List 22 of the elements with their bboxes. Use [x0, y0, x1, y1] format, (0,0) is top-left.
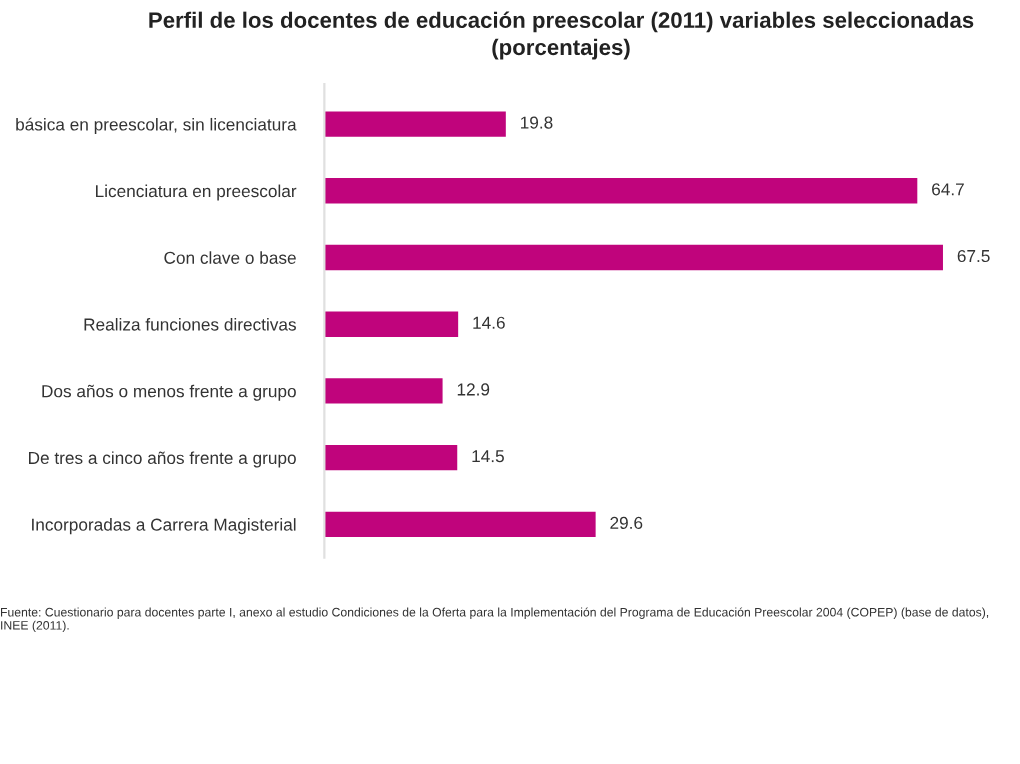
y-tick-label: Incorporadas a Carrera Magisterial [32, 518, 296, 535]
data-label: 19.8 [521, 116, 553, 129]
bar [324, 511, 596, 538]
bar [324, 378, 443, 404]
y-tick-label: Con clave o base [164, 251, 296, 264]
y-tick-label: Dos años o menos frente a grupo [42, 384, 296, 401]
bar [324, 178, 918, 204]
bar [324, 444, 458, 471]
data-label: 67.5 [957, 249, 990, 263]
bar [324, 244, 943, 271]
data-label: 14.5 [472, 450, 504, 463]
chart-title: Perfil de los docentes de educación preescolar (2011) variables seleccionadas (porcentajes) [149, 11, 974, 60]
y-tick-label: Licenciatura en preescolar [96, 184, 297, 201]
y-tick-label: De tres a cinco años frente a grupo [29, 451, 296, 468]
data-label: 12.9 [457, 383, 490, 396]
y-tick-label: básica en preescolar, sin licenciatura [16, 117, 297, 134]
bar [324, 311, 459, 337]
data-label: 29.6 [610, 516, 643, 529]
data-label: 14.6 [473, 316, 505, 329]
y-tick-label: Realiza funciones directivas [84, 317, 296, 331]
bar [324, 111, 506, 137]
data-label: 64.7 [932, 183, 964, 196]
